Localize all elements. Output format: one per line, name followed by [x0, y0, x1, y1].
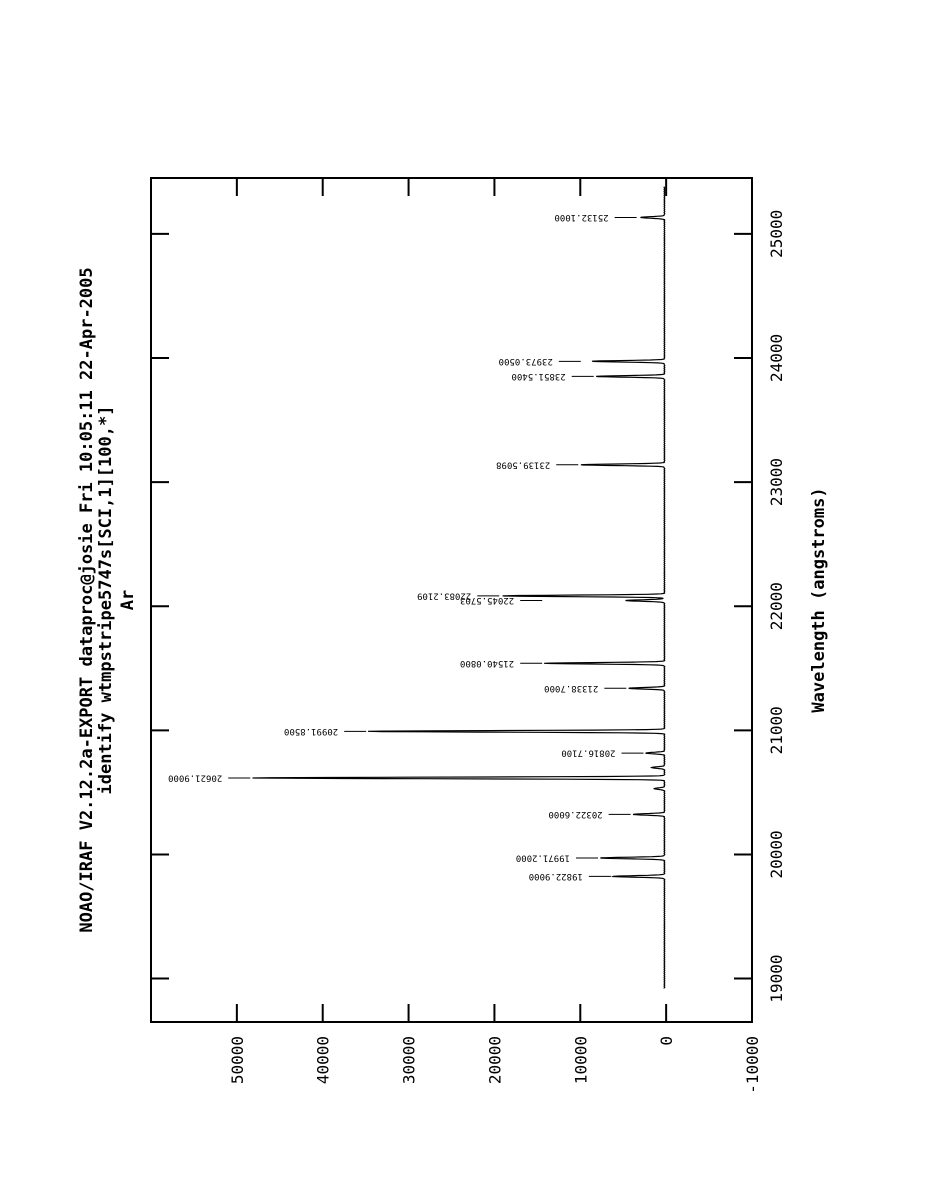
line-id-label: 22083.2109 [417, 590, 471, 600]
line-id-label: 20816.7100 [561, 748, 615, 758]
plot-frame [150, 177, 753, 1023]
line-id-label: 19822.9000 [529, 871, 583, 881]
line-id-label: 20991.8500 [284, 726, 338, 736]
line-id-label: 19971.2000 [516, 853, 570, 863]
x-tick-label: 25000 [767, 210, 786, 258]
line-id-label: 22045.5703 [460, 595, 514, 605]
header-line-2: identify wtmpstripe5747s[SCI,1][100,*] [96, 406, 116, 795]
line-id-label: 23851.5400 [512, 371, 566, 381]
header-line-3: Ar [118, 590, 138, 610]
line-id-label: 20322.6000 [548, 809, 602, 819]
x-tick-label: 21000 [767, 706, 786, 754]
spectrum-line [252, 186, 666, 989]
y-tick-label: 10000 [571, 1036, 590, 1084]
x-axis-label: Wavelength (angstroms) [809, 487, 829, 712]
y-tick-label: 20000 [485, 1036, 504, 1084]
line-labels: 19822.9000 19971.2000 20322.6000 20621.9000… [168, 212, 615, 881]
y-tick-label: 50000 [228, 1036, 247, 1084]
y-tick-label: 0 [657, 1036, 676, 1046]
line-markers [228, 216, 644, 877]
line-id-label: 25132.1000 [554, 212, 608, 222]
axis-ticks [151, 178, 753, 1022]
x-tick-label: 19000 [767, 954, 786, 1002]
line-id-label: 23139.5098 [496, 459, 550, 469]
x-tick-label: 23000 [767, 458, 786, 506]
y-tick-label: 30000 [400, 1036, 419, 1084]
x-tick-label: 24000 [767, 334, 786, 382]
x-tick-label: 22000 [767, 582, 786, 630]
line-id-label: 20621.9000 [168, 772, 222, 782]
axis-tick-labels: 19000 20000 21000 22000 23000 24000 25000 -1000… [228, 210, 786, 1094]
x-tick-label: 20000 [767, 830, 786, 878]
y-tick-label: -10000 [743, 1036, 762, 1094]
y-tick-label: 40000 [314, 1036, 333, 1084]
line-id-label: 23973.0500 [499, 356, 553, 366]
line-id-label: 21338.7000 [544, 683, 598, 693]
line-id-label: 21540.0800 [460, 658, 514, 668]
header-line-1: NOAO/IRAF V2.12.2a-EXPORT dataproc@josie… [77, 267, 97, 932]
